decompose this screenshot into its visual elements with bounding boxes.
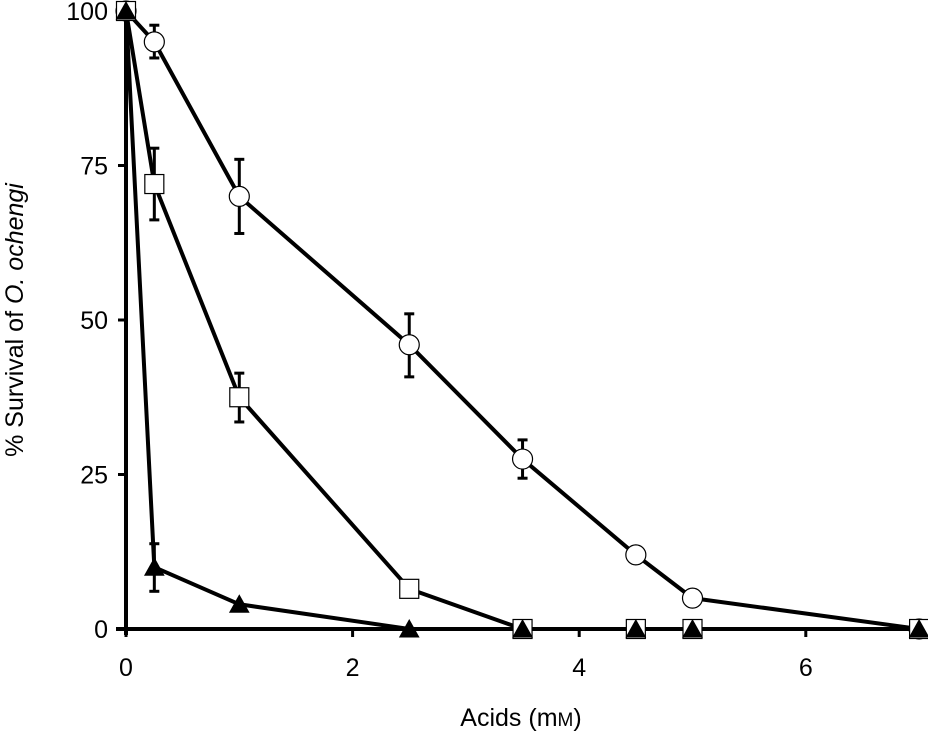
y-tick-label: 0: [94, 616, 108, 644]
circle-marker: [398, 334, 420, 356]
triangle-marker: [682, 618, 703, 638]
y-tick-label: 25: [80, 462, 108, 490]
y-tick-label: 75: [80, 153, 108, 181]
triangle-marker: [115, 0, 137, 20]
circle-marker: [625, 544, 647, 566]
x-axis-title: Acids (mM): [460, 704, 581, 732]
triangles-line: [124, 10, 920, 631]
axis-labels: Acids (mM) % Survival of O. ochengi: [1, 182, 582, 732]
y-axis-title: % Survival of O. ochengi: [1, 182, 29, 457]
square-marker: [229, 387, 250, 408]
x-tick-label: 4: [572, 654, 586, 682]
triangle-marker: [625, 618, 647, 638]
triangle-marker: [512, 618, 533, 638]
square-marker: [399, 578, 420, 599]
axes: 0 25 50 75 100 0 2 4 6: [66, 0, 928, 682]
x-tick-label: 2: [346, 654, 360, 682]
circle-marker: [511, 448, 534, 470]
x-tick-label: 0: [119, 654, 133, 682]
circle-marker: [681, 587, 704, 609]
squares-line: [124, 10, 920, 631]
circle-marker: [228, 185, 250, 207]
series-layer: [115, 0, 928, 640]
circles-line: [124, 9, 920, 631]
y-tick-label: 100: [66, 0, 108, 26]
y-tick-label: 50: [80, 307, 108, 335]
triangle-marker: [228, 594, 250, 613]
x-tick-label: 6: [799, 654, 813, 682]
square-marker: [144, 173, 165, 195]
triangle-marker: [143, 557, 165, 576]
triangle-marker: [908, 618, 928, 638]
triangle-marker: [398, 618, 420, 638]
circle-marker: [143, 31, 165, 53]
